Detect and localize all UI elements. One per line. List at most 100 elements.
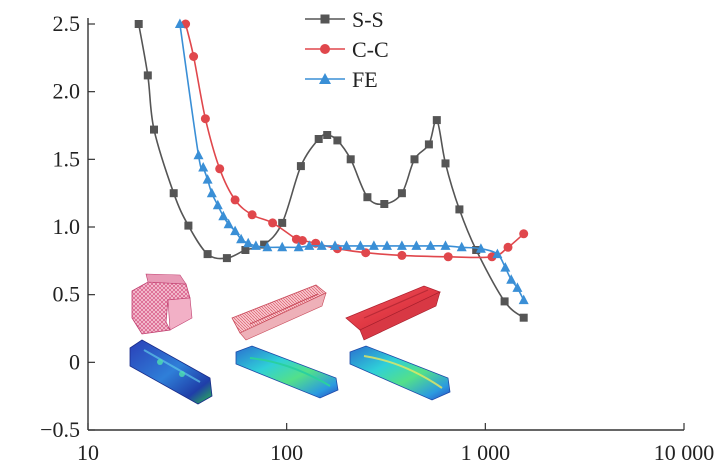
legend-marker-square: [320, 14, 330, 24]
legend-item-s-s: S-S: [305, 7, 384, 32]
inset-image-wireframe-section: [131, 273, 193, 335]
data-point: [341, 240, 352, 250]
y-tick-label: 0: [69, 349, 80, 374]
data-point: [456, 241, 467, 252]
inset-image-contour-section: [129, 339, 213, 405]
data-point: [323, 131, 332, 139]
data-point: [262, 241, 273, 252]
data-point: [200, 114, 210, 124]
data-point: [277, 241, 288, 252]
legend-item-c-c: C-C: [305, 37, 389, 62]
data-point: [397, 250, 407, 260]
data-point: [487, 252, 497, 262]
x-ticks: 10 100 1 000 10 000: [77, 423, 714, 465]
data-point: [441, 159, 450, 168]
data-point: [218, 210, 229, 221]
data-point: [212, 199, 223, 210]
data-point: [330, 240, 340, 250]
data-point: [455, 205, 464, 214]
data-point: [230, 225, 241, 236]
data-point: [293, 241, 304, 252]
data-point: [506, 274, 517, 284]
data-point: [297, 236, 307, 245]
legend-item-fe: FE: [305, 67, 378, 92]
data-point: [241, 246, 250, 254]
data-point: [432, 116, 441, 125]
data-point: [411, 240, 422, 250]
data-point: [519, 229, 529, 239]
data-point: [150, 125, 158, 134]
data-point: [500, 262, 511, 272]
inset-image-contour-beam-1: [235, 345, 339, 399]
data-point: [202, 174, 213, 184]
legend-label-s-s: S-S: [352, 7, 384, 32]
legend-label-fe: FE: [352, 67, 378, 92]
data-point: [316, 240, 327, 250]
x-tick-label: 10 000: [654, 440, 715, 465]
inset-image-contour-beam-2: [349, 345, 451, 401]
data-point: [230, 195, 240, 205]
data-point: [296, 162, 305, 171]
data-point: [382, 240, 392, 250]
data-point: [278, 218, 287, 227]
data-point: [206, 187, 217, 198]
data-point: [368, 240, 379, 250]
y-tick-label: 0.5: [53, 282, 81, 307]
data-point: [215, 164, 225, 174]
series-layer: [134, 18, 529, 322]
data-point: [519, 313, 528, 322]
data-point: [268, 218, 278, 228]
data-point: [425, 240, 436, 250]
data-point: [243, 237, 254, 248]
data-point: [236, 233, 247, 244]
data-point: [134, 20, 143, 28]
data-point: [503, 242, 513, 252]
legend-marker-circle: [320, 44, 330, 54]
y-tick-label: 1.5: [53, 146, 81, 171]
data-point: [250, 240, 261, 250]
legend-label-c-c: C-C: [352, 37, 389, 62]
data-point: [184, 221, 193, 230]
data-point: [518, 294, 529, 305]
data-point: [440, 240, 451, 250]
data-point: [189, 52, 199, 61]
data-point: [475, 243, 486, 253]
data-point: [512, 282, 523, 292]
data-point: [380, 200, 389, 208]
data-point: [397, 189, 406, 198]
data-point: [355, 240, 366, 250]
y-ticks: −0.5 0 0.5 1.0 1.5 2.0 2.5: [40, 11, 95, 442]
x-tick-label: 100: [270, 440, 303, 465]
data-point: [424, 140, 433, 149]
series-fe: [174, 18, 529, 305]
data-point: [396, 240, 407, 250]
data-point: [304, 240, 315, 250]
inset-images: [129, 273, 451, 405]
data-point: [472, 246, 481, 254]
data-point: [260, 240, 269, 249]
data-point: [314, 135, 323, 143]
data-point: [346, 155, 355, 164]
data-point: [410, 155, 419, 164]
data-point: [333, 136, 342, 145]
series-c-c: [181, 19, 529, 262]
data-point: [174, 18, 185, 28]
legend-marker-triangle: [319, 73, 331, 84]
data-point: [247, 210, 257, 220]
y-tick-label: 2.0: [53, 79, 81, 104]
data-point: [500, 297, 509, 306]
data-point: [203, 250, 212, 259]
inset-image-wireframe-beam: [231, 284, 327, 341]
y-tick-label: 1.0: [53, 214, 81, 239]
series-s-s: [134, 20, 528, 322]
data-point: [143, 71, 152, 80]
data-point: [363, 193, 372, 202]
data-point: [443, 252, 453, 262]
legend: S-S C-C FE: [305, 7, 389, 92]
y-tick-label: 2.5: [53, 11, 81, 36]
x-tick-label: 10: [77, 440, 99, 465]
data-point: [198, 162, 209, 172]
data-point: [222, 254, 231, 263]
data-point: [361, 248, 371, 258]
